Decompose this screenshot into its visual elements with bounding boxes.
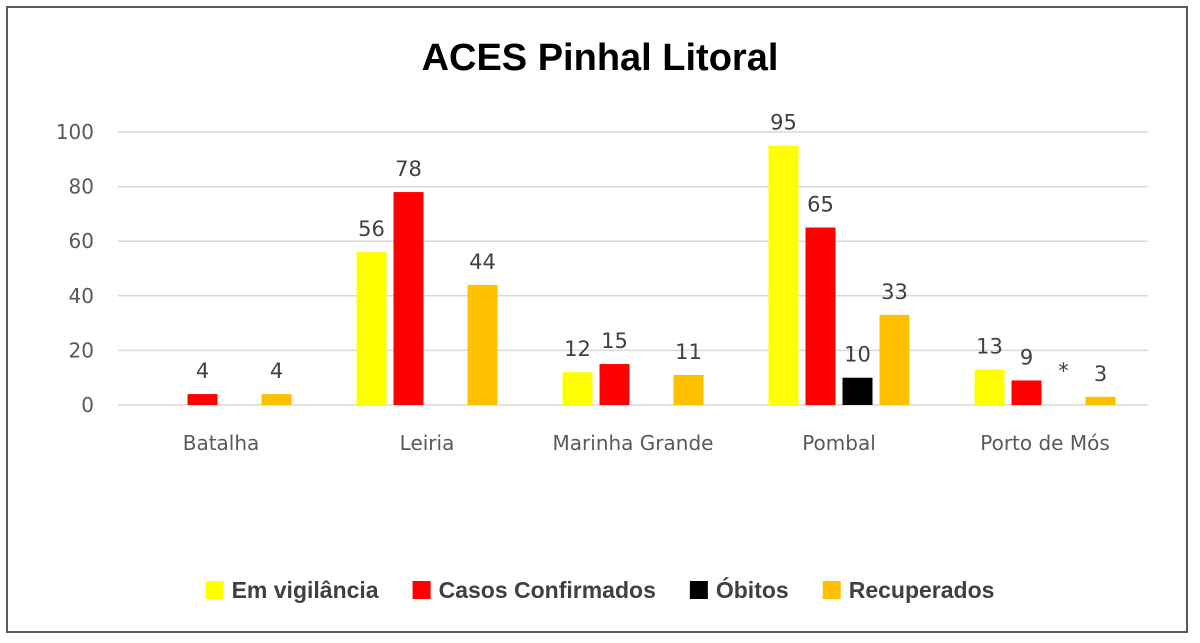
y-tick-label-20: 20	[69, 338, 94, 362]
data-label-recuperados-porto-de-mos: 3	[1094, 362, 1107, 386]
data-label-recuperados-batalha: 4	[270, 359, 283, 383]
annotation-asterisk: *	[1058, 359, 1069, 383]
bar-casos-confirmados-marinha-grande	[599, 364, 630, 405]
legend-label-casos-confirmados: Casos Confirmados	[439, 577, 656, 603]
y-tick-label-40: 40	[69, 284, 94, 308]
x-tick-label-pombal: Pombal	[802, 431, 876, 455]
bar-em-vigilancia-leiria	[356, 252, 387, 405]
legend-label-recuperados: Recuperados	[849, 577, 995, 603]
data-label-casos-confirmados-marinha-grande: 15	[601, 329, 628, 353]
bar-em-vigilancia-pombal	[768, 145, 799, 405]
bar-casos-confirmados-porto-de-mos	[1011, 380, 1042, 405]
data-label-recuperados-marinha-grande: 11	[675, 340, 702, 364]
legend-label-obitos: Óbitos	[716, 576, 789, 603]
data-label-recuperados-pombal: 33	[881, 280, 908, 304]
data-label-casos-confirmados-batalha: 4	[196, 359, 209, 383]
bar-em-vigilancia-marinha-grande	[562, 372, 593, 405]
data-label-recuperados-leiria: 44	[469, 250, 496, 274]
data-label-em-vigilancia-porto-de-mos: 13	[976, 335, 1003, 359]
bar-obitos-pombal	[842, 377, 873, 405]
bar-recuperados-marinha-grande	[673, 374, 704, 405]
bar-casos-confirmados-pombal	[805, 227, 836, 405]
y-tick-label-60: 60	[69, 229, 94, 253]
data-label-casos-confirmados-porto-de-mos: 9	[1020, 345, 1033, 369]
y-tick-label-0: 0	[81, 393, 94, 417]
legend-swatch-em-vigilancia	[205, 581, 224, 599]
data-label-casos-confirmados-pombal: 65	[807, 193, 834, 217]
data-label-obitos-pombal: 10	[844, 343, 871, 367]
bar-recuperados-pombal	[879, 314, 910, 405]
bar-em-vigilancia-porto-de-mos	[974, 369, 1005, 405]
y-tick-label-80: 80	[69, 175, 94, 199]
bar-casos-confirmados-leiria	[393, 192, 424, 405]
data-label-em-vigilancia-pombal: 95	[770, 111, 797, 135]
x-tick-label-batalha: Batalha	[183, 431, 260, 455]
bar-recuperados-porto-de-mos	[1085, 396, 1116, 405]
x-tick-label-leiria: Leiria	[400, 431, 455, 455]
legend-swatch-casos-confirmados	[412, 581, 431, 599]
data-label-casos-confirmados-leiria: 78	[395, 157, 422, 181]
chart-title: ACES Pinhal Litoral	[422, 37, 779, 79]
x-tick-label-marinha-grande: Marinha Grande	[553, 431, 714, 455]
data-label-em-vigilancia-marinha-grande: 12	[564, 337, 591, 361]
chart-frame	[6, 6, 1188, 633]
data-label-em-vigilancia-leiria: 56	[358, 217, 385, 241]
bar-recuperados-leiria	[467, 284, 498, 405]
legend-swatch-obitos	[689, 581, 708, 599]
legend-swatch-recuperados	[822, 581, 841, 599]
legend-label-em-vigilancia: Em vigilância	[232, 577, 379, 603]
x-tick-label-porto-de-mos: Porto de Mós	[980, 431, 1110, 455]
bar-recuperados-batalha	[261, 394, 292, 405]
bar-casos-confirmados-batalha	[187, 394, 218, 405]
y-tick-label-100: 100	[56, 120, 94, 144]
